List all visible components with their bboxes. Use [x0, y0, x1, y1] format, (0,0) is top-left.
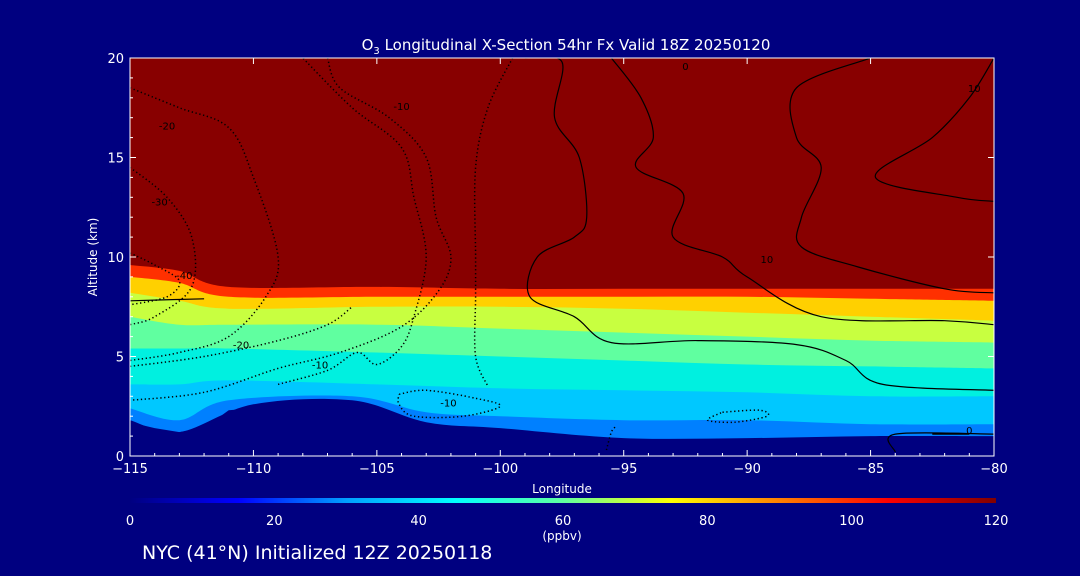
contour-label: -40: [176, 271, 192, 282]
contour-label: -10: [393, 102, 409, 113]
x-tick-label: −85: [857, 462, 884, 477]
contour-line-7: [130, 87, 280, 362]
y-axis-label: Altitude (km): [86, 218, 100, 297]
x-tick-label: −110: [236, 462, 272, 477]
contour-line-14: [397, 389, 502, 419]
contour-line-10: [130, 306, 353, 368]
chart-title: O3 Longitudinal X-Section 54hr Fx Valid …: [362, 36, 771, 57]
contour-label: -20: [233, 341, 249, 352]
contour-label: -30: [151, 197, 167, 208]
contour-label: -20: [159, 122, 175, 133]
contour-label: -10: [312, 360, 328, 371]
contour-line-16: [605, 425, 617, 451]
x-tick-label: −115: [112, 462, 148, 477]
contour-line-2: [874, 58, 994, 202]
x-tick-label: −105: [359, 462, 395, 477]
contour-line-8: [130, 166, 197, 326]
contour-label: 0: [682, 62, 688, 73]
x-tick-label: −90: [733, 462, 760, 477]
contour-label: 10: [761, 255, 774, 266]
initialization-footer: NYC (41°N) Initialized 12Z 20250118: [142, 542, 493, 564]
colorbar-tick-label: 80: [699, 514, 716, 529]
colorbar-tick-label: 40: [410, 514, 427, 529]
colorbar-tick-label: 60: [555, 514, 572, 529]
colorbar-ramp: [130, 498, 996, 503]
y-tick-label: 10: [107, 251, 124, 266]
terrain-mask: [130, 406, 994, 456]
x-tick-label: −95: [610, 462, 637, 477]
contour-label: 10: [968, 84, 981, 95]
x-tick-label: −80: [980, 462, 1007, 477]
ozone-band-120: [130, 58, 994, 289]
ozone-fill-bands: [130, 58, 994, 439]
colorbar: 0 20 40 60 80 100 120 (ppbv): [126, 498, 1009, 543]
colorbar-tick-label: 120: [984, 514, 1009, 529]
contour-line-4: [130, 298, 205, 302]
contour-label: 0: [966, 426, 972, 437]
x-tick-label: −100: [482, 462, 518, 477]
plot-area: 0 10 10 0 -20 -30 -40 -20 -10 -10 -10: [130, 58, 994, 456]
y-tick-label: 0: [116, 450, 124, 465]
contour-lines: 0 10 10 0 -20 -30 -40 -20 -10 -10 -10: [130, 58, 994, 453]
contour-line-3: [610, 58, 994, 326]
colorbar-unit-label: (ppbv): [542, 529, 581, 543]
colorbar-tick-label: 100: [839, 514, 864, 529]
colorbar-ticks: 0 20 40 60 80 100 120: [126, 514, 1009, 529]
colorbar-tick-label: 20: [266, 514, 283, 529]
y-tick-label: 5: [116, 351, 124, 366]
axes: −115 −110 −105 −100 −95 −90 −85 −80 0 5 10 15 20: [107, 52, 1007, 477]
contour-line-1: [789, 58, 994, 294]
contour-line-5: [887, 432, 994, 453]
x-axis-label: Longitude: [532, 482, 592, 496]
colorbar-tick-label: 0: [126, 514, 134, 529]
contour-label: -10: [440, 398, 456, 409]
contour-line-0: [524, 58, 994, 391]
contour-line-13: [473, 58, 514, 387]
y-tick-label: 15: [107, 152, 124, 167]
contour-line-11: [130, 58, 452, 402]
y-tick-label: 20: [107, 52, 124, 67]
